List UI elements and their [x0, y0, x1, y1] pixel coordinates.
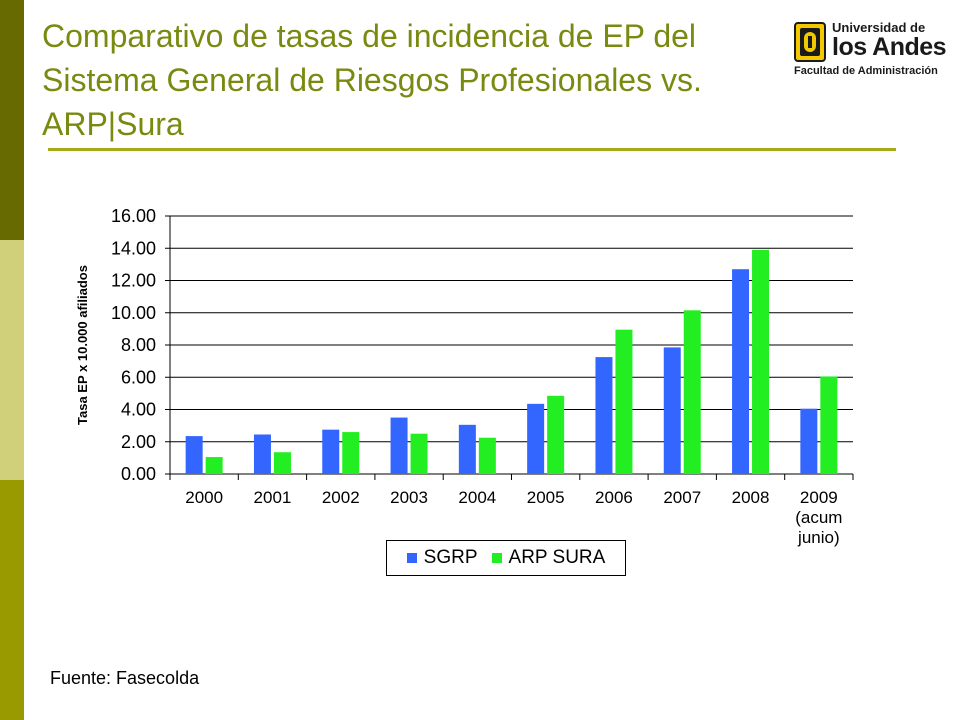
decor-strip-bottom — [0, 480, 24, 720]
incidence-bar-chart: 0.00 2.00 4.00 6.00 8.00 10.00 12.00 14.00 16.00… — [75, 206, 854, 547]
bar-sgrp — [185, 436, 203, 474]
slide-title: Comparativo de tasas de incidencia de EP… — [42, 18, 702, 142]
bar-sgrp — [732, 269, 750, 474]
legend-item-arp-sura: ARP SURA — [491, 547, 606, 569]
chart-legend: SGRP ARP SURA — [386, 540, 626, 576]
bar-arp-sura — [410, 433, 428, 474]
legend-swatch-sgrp — [406, 553, 417, 563]
bar-sgrp — [322, 429, 340, 474]
bar-sgrp — [458, 424, 476, 474]
y-axis-label: Tasa EP x 10.000 afiliados — [75, 265, 90, 425]
legend-item-sgrp: SGRP — [406, 547, 478, 569]
y-tick-label: 2.00 — [121, 432, 156, 452]
legend-label-arp-sura: ARP SURA — [508, 547, 606, 568]
x-tick-label: 2006 — [595, 488, 633, 507]
y-tick-label: 16.00 — [111, 206, 156, 226]
bar-arp-sura — [547, 395, 565, 474]
source-note: Fuente: Fasecolda — [50, 668, 200, 688]
x-tick-label: 2001 — [254, 488, 292, 507]
y-tick-label: 12.00 — [111, 271, 156, 291]
university-seal-icon — [794, 22, 826, 62]
bar-arp-sura — [478, 437, 496, 474]
y-tick-label: 0.00 — [121, 464, 156, 484]
decor-strip-middle — [0, 240, 24, 480]
x-tick-label: 2004 — [458, 488, 496, 507]
y-tick-label: 14.00 — [111, 238, 156, 258]
bar-sgrp — [595, 357, 613, 474]
bar-sgrp — [663, 347, 681, 474]
x-tick-label: 2008 — [732, 488, 770, 507]
bar-arp-sura — [273, 452, 291, 474]
bar-arp-sura — [342, 432, 360, 474]
y-tick-label: 4.00 — [121, 400, 156, 420]
bar-arp-sura — [615, 329, 633, 474]
x-tick-label: 2007 — [663, 488, 701, 507]
y-tick-label: 8.00 — [121, 335, 156, 355]
bar-sgrp — [253, 434, 271, 474]
x-tick-label: 2005 — [527, 488, 565, 507]
bar-arp-sura — [820, 376, 838, 474]
bar-arp-sura — [683, 310, 701, 474]
bar-sgrp — [527, 403, 545, 474]
bar-arp-sura — [752, 249, 770, 474]
university-logo: Universidad de los Andes Facultad de Adm… — [794, 18, 947, 80]
bar-arp-sura — [205, 457, 223, 474]
y-tick-label: 6.00 — [121, 367, 156, 387]
logo-text-line1: Universidad de — [832, 20, 926, 35]
bar-sgrp — [390, 417, 408, 474]
title-underline — [48, 148, 896, 151]
x-tick-label: 2000 — [185, 488, 223, 507]
logo-text-line3: Facultad de Administración — [794, 65, 938, 77]
legend-label-sgrp: SGRP — [423, 547, 478, 568]
logo-text-line2: los Andes — [832, 33, 947, 61]
x-tick-label: 2009 (acum junio) — [795, 488, 842, 547]
legend-swatch-arp-sura — [491, 553, 502, 563]
decor-strip-top — [0, 0, 24, 240]
bar-sgrp — [800, 408, 818, 474]
x-tick-label: 2002 — [322, 488, 360, 507]
y-tick-label: 10.00 — [111, 303, 156, 323]
x-tick-label: 2003 — [390, 488, 428, 507]
